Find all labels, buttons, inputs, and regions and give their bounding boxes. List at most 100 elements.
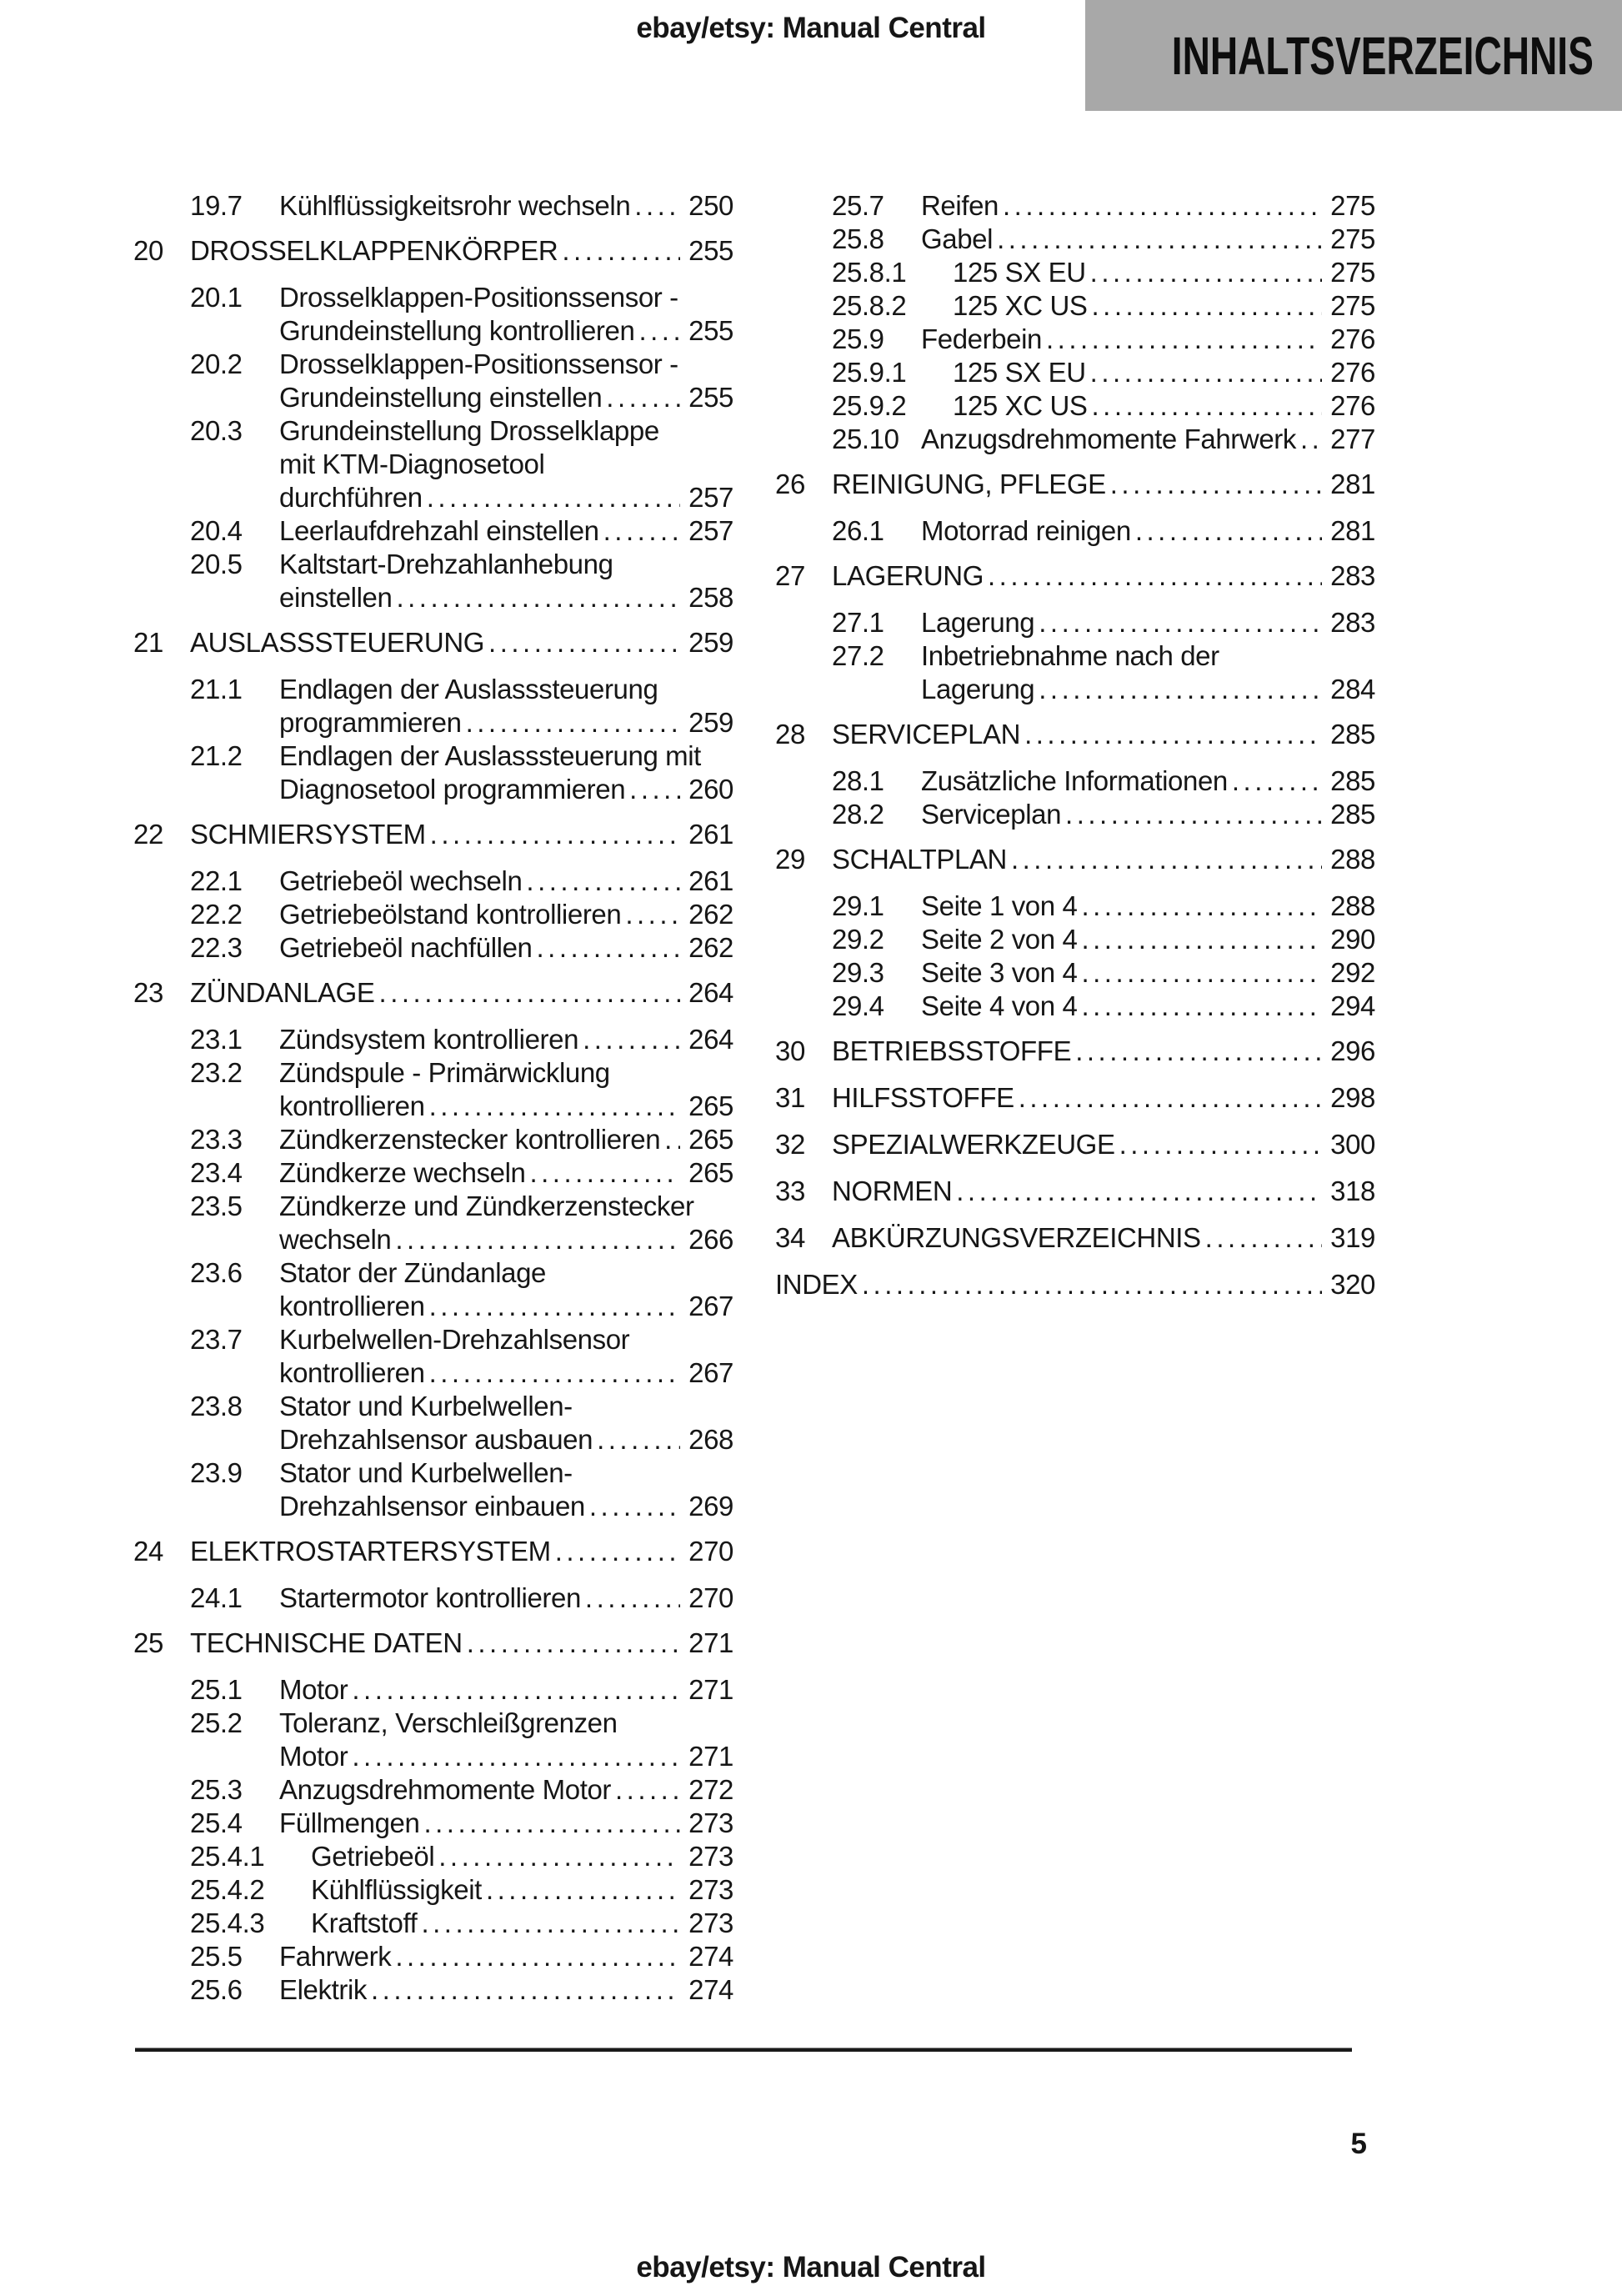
entry-text-line: Kaltstart-Drehzahlanhebung: [279, 549, 613, 579]
dot-leader: [1024, 718, 1322, 751]
entry-number: 29.3: [832, 957, 884, 988]
entry-last-line: Füllmengen 273: [279, 1807, 733, 1840]
entry-page-number: 259: [688, 707, 733, 738]
entry-number: 25.10: [832, 424, 899, 454]
entry-number: 20.5: [190, 549, 243, 579]
entry-page-number: 277: [1330, 424, 1375, 454]
entry-page-number: 288: [1330, 890, 1375, 921]
entry-text: Seite 2 von 4: [921, 924, 1078, 955]
entry-last-line: Fahrwerk 274: [279, 1940, 733, 1973]
entry-number: 32: [775, 1129, 805, 1160]
entry-last-line: Anzugsdrehmomente Fahrwerk 277: [921, 423, 1375, 456]
dot-leader: [1232, 764, 1322, 798]
toc-chapter-entry: 22 SCHMIERSYSTEM 261: [133, 818, 733, 851]
entry-number: 25.8.1: [832, 257, 907, 288]
entry-text: Getriebeöl: [311, 1841, 435, 1872]
entry-body: 125 XC US 276: [953, 389, 1375, 423]
toc-entry: 20.5 Kaltstart-Drehzahlanhebung einstellen…: [133, 548, 733, 614]
entry-page-number: 283: [1330, 607, 1375, 638]
entry-page-number: 265: [688, 1157, 733, 1188]
dot-leader: [352, 1673, 680, 1707]
toc-chapter-entry: 34 ABKÜRZUNGSVERZEICHNIS 319: [775, 1221, 1375, 1255]
dot-leader: [562, 234, 680, 268]
toc-chapter-entry: 20 DROSSELKLAPPENKÖRPER 255: [133, 234, 733, 268]
entry-text: Gabel: [921, 223, 994, 254]
entry-last-line: Grundeinstellung kontrollieren 255: [279, 314, 733, 348]
dot-leader: [466, 706, 680, 739]
entry-text-line: Drosselklappen-Positionssensor -: [279, 348, 678, 379]
entry-text: Startermotor kontrollieren: [279, 1582, 581, 1613]
entry-body: Zündkerze wechseln 265: [279, 1156, 733, 1190]
entry-page-number: 275: [1330, 190, 1375, 221]
toc-entry: 25.10 Anzugsdrehmomente Fahrwerk 277: [775, 423, 1375, 456]
dot-leader: [988, 559, 1322, 593]
dot-leader: [597, 1423, 680, 1456]
entry-text-line: Zündspule - Primärwicklung: [279, 1057, 610, 1088]
entry-number: 21: [133, 627, 163, 658]
entry-number: 28.1: [832, 765, 884, 796]
entry-page-number: 257: [688, 482, 733, 513]
entry-body: DROSSELKLAPPENKÖRPER 255: [190, 234, 733, 268]
entry-number: 23.9: [190, 1457, 243, 1488]
dot-leader: [1205, 1221, 1322, 1255]
toc-entry: 23.1 Zündsystem kontrollieren 264: [133, 1023, 733, 1056]
entry-last-line: Motor 271: [279, 1740, 733, 1773]
entry-text: AUSLASSSTEUERUNG: [190, 627, 485, 658]
dot-leader: [395, 1940, 680, 1973]
entry-number: 26: [775, 469, 805, 499]
entry-page-number: 271: [688, 1741, 733, 1772]
entry-text: Zündsystem kontrollieren: [279, 1024, 579, 1055]
toc-entry: 19.7 Kühlflüssigkeitsrohr wechseln 250: [133, 189, 733, 223]
dot-leader: [396, 581, 680, 614]
toc-entry: 26.1 Motorrad reinigen 281: [775, 514, 1375, 548]
entry-last-line: ELEKTROSTARTERSYSTEM 270: [190, 1535, 733, 1568]
toc-entry: 22.3 Getriebeöl nachfüllen 262: [133, 931, 733, 965]
dot-leader: [555, 1535, 680, 1568]
entry-number: 25.2: [190, 1707, 243, 1738]
entry-last-line: Zusätzliche Informationen 285: [921, 764, 1375, 798]
entry-page-number: 264: [688, 977, 733, 1008]
dot-leader: [1011, 843, 1322, 876]
entry-number: 24: [133, 1536, 163, 1567]
entry-last-line: 125 XC US 276: [953, 389, 1375, 423]
entry-text: Zündkerze wechseln: [279, 1157, 526, 1188]
entry-last-line: Getriebeöl 273: [311, 1840, 733, 1873]
entry-page-number: 275: [1330, 257, 1375, 288]
entry-last-line: Seite 4 von 4 294: [921, 990, 1375, 1023]
entry-page-number: 273: [688, 1907, 733, 1938]
dot-leader: [1046, 323, 1322, 356]
entry-text: Drehzahlsensor einbauen: [279, 1491, 585, 1521]
entry-last-line: Zündsystem kontrollieren 264: [279, 1023, 733, 1056]
dot-leader: [421, 1907, 680, 1940]
toc-entry: 25.1 Motor 271: [133, 1673, 733, 1707]
entry-page-number: 266: [688, 1224, 733, 1255]
entry-text: kontrollieren: [279, 1357, 425, 1388]
entry-number: 20.4: [190, 515, 243, 546]
toc-entry: 28.1 Zusätzliche Informationen 285: [775, 764, 1375, 798]
entry-page-number: 261: [688, 865, 733, 896]
entry-page-number: 273: [688, 1807, 733, 1838]
dot-leader: [1019, 1081, 1322, 1115]
entry-body: Kurbelwellen-Drehzahlsensor kontrollieren…: [279, 1323, 733, 1390]
entry-number: 23.4: [190, 1157, 243, 1188]
dot-leader: [1003, 189, 1322, 223]
entry-text: kontrollieren: [279, 1090, 425, 1121]
entry-number: 23.8: [190, 1391, 243, 1421]
entry-last-line: Diagnosetool programmieren 260: [279, 773, 733, 806]
entry-text-line: Drosselklappen-Positionssensor -: [279, 282, 678, 313]
entry-page-number: 290: [1330, 924, 1375, 955]
dot-leader: [429, 1290, 680, 1323]
entry-number: 23.6: [190, 1257, 243, 1288]
entry-page-number: 294: [1330, 990, 1375, 1021]
entry-body: Füllmengen 273: [279, 1807, 733, 1840]
entry-text-line: Stator und Kurbelwellen-: [279, 1391, 573, 1421]
entry-last-line: Seite 3 von 4 292: [921, 956, 1375, 990]
entry-text: ELEKTROSTARTERSYSTEM: [190, 1536, 551, 1567]
dot-leader: [625, 898, 680, 931]
dot-leader: [583, 1023, 680, 1056]
entry-number: 29.1: [832, 890, 884, 921]
entry-body: 125 SX EU 276: [953, 356, 1375, 389]
entry-number: 33: [775, 1176, 805, 1206]
entry-last-line: Lagerung 283: [921, 606, 1375, 639]
